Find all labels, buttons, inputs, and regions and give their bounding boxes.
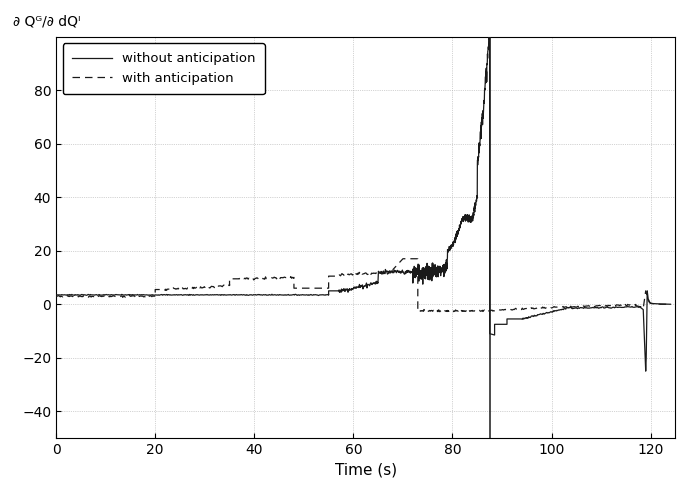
with anticipation — [456, 309, 464, 315]
without anticipation — [436, 267, 444, 273]
without anticipation — [642, 368, 650, 374]
Legend: without anticipation, with anticipation: without anticipation, with anticipation — [63, 43, 265, 94]
with anticipation — [667, 301, 675, 307]
without anticipation — [52, 292, 60, 298]
without anticipation — [667, 301, 675, 307]
Text: ∂ Qᴳ/∂ dQᴵ: ∂ Qᴳ/∂ dQᴵ — [13, 14, 80, 28]
with anticipation — [584, 303, 592, 309]
with anticipation — [52, 293, 60, 299]
Line: without anticipation: without anticipation — [56, 0, 671, 371]
with anticipation — [471, 308, 479, 314]
without anticipation — [434, 270, 443, 275]
with anticipation — [276, 276, 284, 282]
without anticipation — [191, 292, 200, 298]
Line: with anticipation: with anticipation — [56, 259, 671, 312]
without anticipation — [350, 284, 358, 290]
with anticipation — [399, 256, 407, 262]
with anticipation — [170, 285, 178, 291]
with anticipation — [247, 276, 255, 282]
with anticipation — [447, 309, 456, 314]
X-axis label: Time (s): Time (s) — [335, 462, 397, 477]
without anticipation — [89, 292, 97, 298]
without anticipation — [478, 117, 486, 123]
